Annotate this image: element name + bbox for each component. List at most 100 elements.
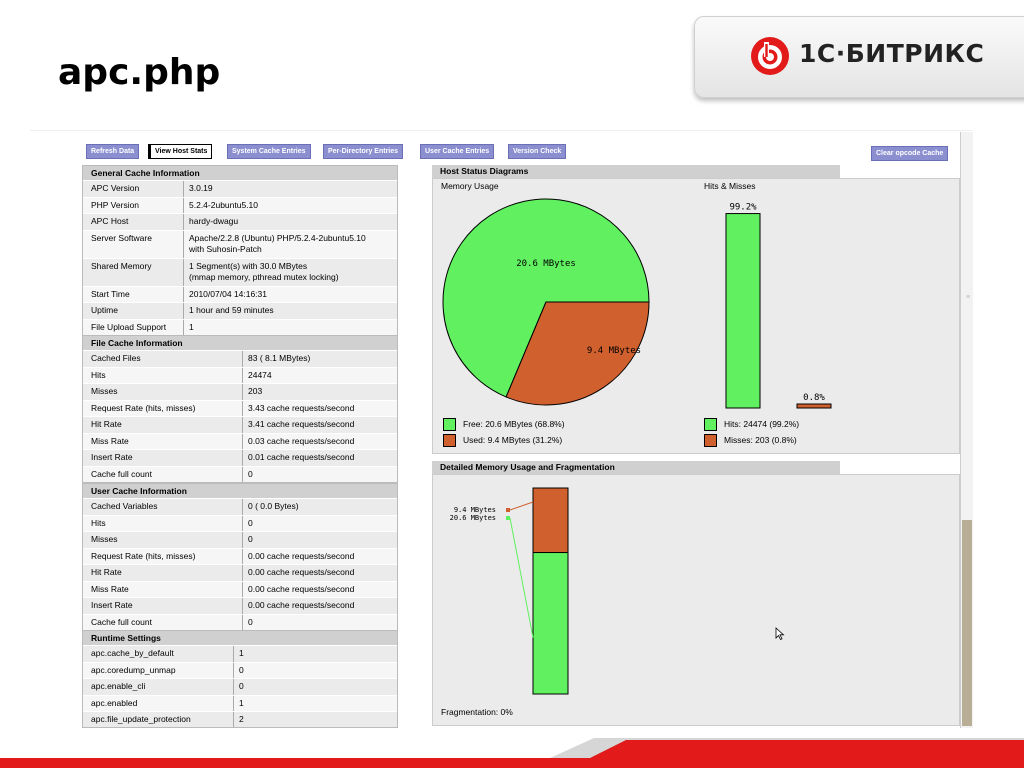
row-key: Hit Rate [91, 567, 122, 577]
frag-label-used: 9.4 MBytes [454, 506, 496, 514]
detailed-memory-panel [432, 474, 960, 726]
row-key: Shared Memory [91, 260, 152, 271]
table-row: apc.enable_cli 0 [83, 678, 397, 695]
row-value: 0.01 cache requests/second [242, 450, 354, 466]
memory-usage-pie-chart: 20.6 MBytes 9.4 MBytes [442, 198, 650, 406]
row-key: APC Host [91, 216, 129, 226]
tab-version-check[interactable]: Version Check [508, 144, 567, 159]
row-value: 0.00 cache requests/second [242, 548, 354, 564]
file-cache-table: File Cache Information Cached Files 83 ( … [82, 335, 398, 483]
row-key: Hit Rate [91, 419, 122, 429]
table-row: apc.coredump_unmap 0 [83, 661, 397, 678]
row-key: apc.cache_by_default [91, 648, 174, 658]
table-row: Request Rate (hits, misses) 0.00 cache re… [83, 547, 397, 564]
table-row: Hit Rate 3.41 cache requests/second [83, 416, 397, 433]
host-status-title: Host Status Diagrams [432, 165, 840, 178]
tab-user-cache-entries[interactable]: User Cache Entries [420, 144, 495, 159]
table-row: File Upload Support 1 [83, 318, 397, 335]
row-key: Start Time [91, 288, 130, 299]
row-value: 203 [242, 384, 262, 400]
row-value: 1 [183, 319, 194, 335]
row-key: apc.file_update_protection [91, 714, 191, 724]
bar-label-hits: 99.2% [729, 203, 757, 213]
row-key: Cache full count [91, 616, 152, 627]
tab-view-host-stats[interactable]: View Host Stats [148, 144, 213, 159]
used-legend-label: Used: 9.4 MBytes (31.2%) [463, 435, 563, 445]
frag-label-free: 20.6 MBytes [450, 514, 496, 522]
row-value: 0 ( 0.0 Bytes) [242, 499, 299, 515]
row-value: hardy-dwagu [183, 214, 238, 230]
mouse-cursor-icon [775, 627, 785, 641]
row-key: Miss Rate [91, 435, 129, 446]
row-value: 3.0.19 [183, 181, 213, 197]
row-value: 3.41 cache requests/second [242, 417, 354, 433]
row-value: 0 [242, 532, 253, 548]
table-row: Misses 0 [83, 531, 397, 548]
row-key: Uptime [91, 305, 118, 315]
bitrix-logo-icon [751, 37, 789, 75]
row-value-line1: Apache/2.2.8 (Ubuntu) PHP/5.2.4-2ubuntu5… [189, 232, 366, 243]
vertical-scrollbar[interactable]: ≡ [960, 132, 973, 728]
table-row: Hit Rate 0.00 cache requests/second [83, 564, 397, 581]
bar-hits [725, 213, 761, 409]
row-key: Hits [91, 369, 106, 380]
row-key: Miss Rate [91, 583, 129, 594]
row-key: Insert Rate [91, 600, 133, 610]
row-key: PHP Version [91, 199, 140, 210]
row-value: 0.00 cache requests/second [242, 598, 354, 614]
row-value: 0 [233, 679, 244, 695]
bar-misses [796, 403, 832, 409]
table-row: apc.enabled 1 [83, 694, 397, 711]
page-title: apc.php [58, 52, 221, 93]
row-value: 5.2.4-2ubuntu5.10 [183, 197, 258, 213]
free-legend-label: Free: 20.6 MBytes (68.8%) [463, 419, 565, 429]
row-value: 1 [233, 646, 244, 662]
row-value: 0 [242, 466, 253, 482]
pie-slice-free [442, 198, 650, 398]
pie-label-free: 20.6 MBytes [516, 259, 576, 269]
hits-misses-bar-chart: 99.2% 0.8% [725, 203, 832, 409]
tab-per-directory-entries[interactable]: Per-Directory Entries [323, 144, 404, 159]
footer-decoration [550, 738, 1024, 758]
table-row: Miss Rate 0.00 cache requests/second [83, 580, 397, 597]
used-legend-swatch [443, 434, 456, 447]
table-row: apc.file_update_protection 2 [83, 711, 397, 727]
brand-text: 1С·БИТРИКС [799, 39, 985, 68]
table-row: apc.cache_by_default 1 [83, 645, 397, 662]
row-value: 1 [233, 695, 244, 711]
hits-legend-swatch [704, 418, 717, 431]
frag-marker [506, 516, 510, 520]
bar-label-misses: 0.8% [803, 393, 825, 403]
memory-usage-label: Memory Usage [441, 181, 499, 191]
row-key: File Upload Support [91, 321, 167, 332]
table-row: Server Software Apache/2.2.8 (Ubuntu) PHP… [83, 229, 397, 258]
row-key: Cache full count [91, 468, 152, 479]
row-value: 24474 [242, 367, 272, 383]
table-row: Miss Rate 0.03 cache requests/second [83, 432, 397, 449]
scroll-thumb[interactable] [962, 520, 972, 726]
hits-legend-label: Hits: 24474 (99.2%) [724, 419, 800, 429]
row-key: Server Software [91, 232, 152, 243]
row-value: 3.43 cache requests/second [242, 400, 354, 416]
row-key: Misses [91, 534, 118, 544]
frag-segment-used [532, 487, 569, 554]
row-key: Cached Files [91, 353, 141, 363]
row-key: Insert Rate [91, 452, 133, 462]
misses-legend-label: Misses: 203 (0.8%) [724, 435, 797, 445]
table-row: Hits 24474 [83, 366, 397, 383]
file-cache-title: File Cache Information [83, 336, 397, 350]
table-row: Request Rate (hits, misses) 3.43 cache re… [83, 399, 397, 416]
fragmentation-label: Fragmentation: 0% [441, 707, 513, 717]
row-key: Request Rate (hits, misses) [91, 550, 196, 561]
table-row: APC Host hardy-dwagu [83, 213, 397, 230]
clear-opcode-cache-button[interactable]: Clear opcode Cache [871, 146, 949, 161]
table-row: PHP Version 5.2.4-2ubuntu5.10 [83, 196, 397, 213]
row-value: 2010/07/04 14:16:31 [183, 286, 267, 302]
row-key: Request Rate (hits, misses) [91, 402, 196, 413]
table-row: Start Time 2010/07/04 14:16:31 [83, 285, 397, 302]
table-row: Insert Rate 0.00 cache requests/second [83, 597, 397, 614]
tab-system-cache-entries[interactable]: System Cache Entries [227, 144, 311, 159]
row-value: 0 [242, 515, 253, 531]
tab-refresh-data[interactable]: Refresh Data [86, 144, 140, 159]
row-key: Misses [91, 386, 118, 396]
